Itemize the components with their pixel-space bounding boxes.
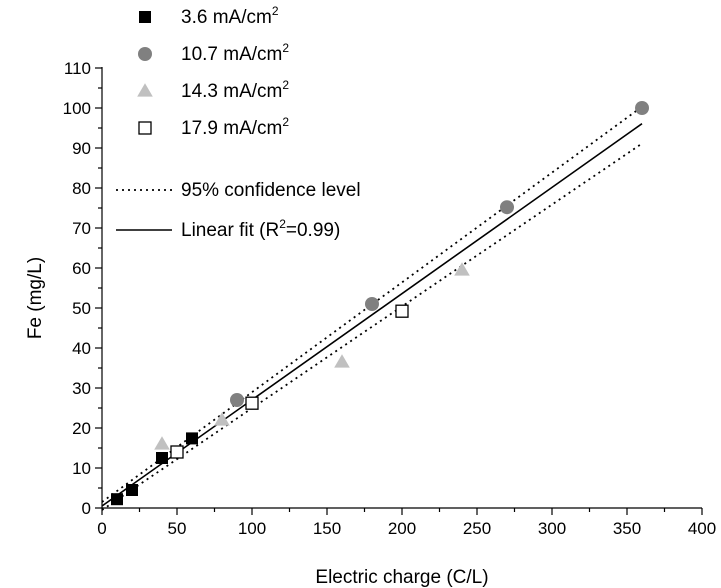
legend-label: 10.7 mA/cm2 [181, 41, 289, 65]
x-tick-label: 0 [97, 519, 106, 538]
x-tick-label: 200 [388, 519, 416, 538]
y-tick-label: 50 [72, 299, 91, 318]
x-tick-label: 150 [313, 519, 341, 538]
data-point [170, 445, 184, 459]
data-point [214, 412, 230, 426]
y-tick-label: 90 [72, 139, 91, 158]
x-axis: 0 50 100 150 200 250 300 350 400 [97, 508, 716, 538]
data-point [635, 101, 649, 115]
legend-label: 14.3 mA/cm2 [181, 78, 289, 102]
x-axis-title: Electric charge (C/L) [315, 567, 488, 588]
y-tick-label: 60 [72, 259, 91, 278]
legend-marker [138, 47, 152, 61]
y-tick-label: 80 [72, 179, 91, 198]
x-tick-label: 100 [238, 519, 266, 538]
x-tick-label: 350 [613, 519, 641, 538]
y-tick-label: 10 [72, 459, 91, 478]
y-tick-label: 40 [72, 339, 91, 358]
data-point [154, 436, 170, 450]
x-tick-label: 300 [538, 519, 566, 538]
y-tick-label: 30 [72, 379, 91, 398]
legend-marker [137, 83, 153, 97]
data-point [500, 200, 514, 215]
data-point [454, 262, 470, 276]
confidence-lower-line [101, 142, 643, 511]
legend-marker [138, 121, 152, 135]
legend: 3.6 mA/cm2 10.7 mA/cm2 14.3 mA/cm2 17.9 mA/… [116, 4, 361, 241]
data-point [156, 452, 168, 464]
legend-marker [139, 11, 151, 23]
y-axis-title: Fe (mg/L) [25, 257, 46, 339]
data-point [395, 304, 409, 318]
data-point [365, 297, 379, 311]
y-tick-label: 0 [82, 499, 91, 518]
y-tick-label: 100 [63, 99, 91, 118]
y-tick-label: 110 [64, 59, 91, 78]
x-tick-label: 50 [168, 519, 187, 538]
legend-label: Linear fit (R2=0.99) [181, 217, 340, 241]
x-tick-label: 250 [463, 519, 491, 538]
data-point [186, 432, 198, 445]
legend-label: 95% confidence level [181, 180, 361, 201]
data-point [111, 493, 123, 506]
data-points [111, 101, 649, 506]
data-point [230, 393, 244, 407]
legend-label: 3.6 mA/cm2 [181, 4, 279, 28]
data-point [126, 484, 138, 496]
y-axis: 0 10 20 30 40 50 60 70 80 90 100 110 [63, 59, 102, 518]
data-point [245, 396, 259, 410]
y-tick-label: 70 [72, 219, 91, 238]
y-tick-label: 20 [72, 419, 91, 438]
legend-label: 17.9 mA/cm2 [181, 115, 289, 139]
x-tick-label: 400 [688, 519, 716, 538]
data-point [334, 354, 350, 368]
